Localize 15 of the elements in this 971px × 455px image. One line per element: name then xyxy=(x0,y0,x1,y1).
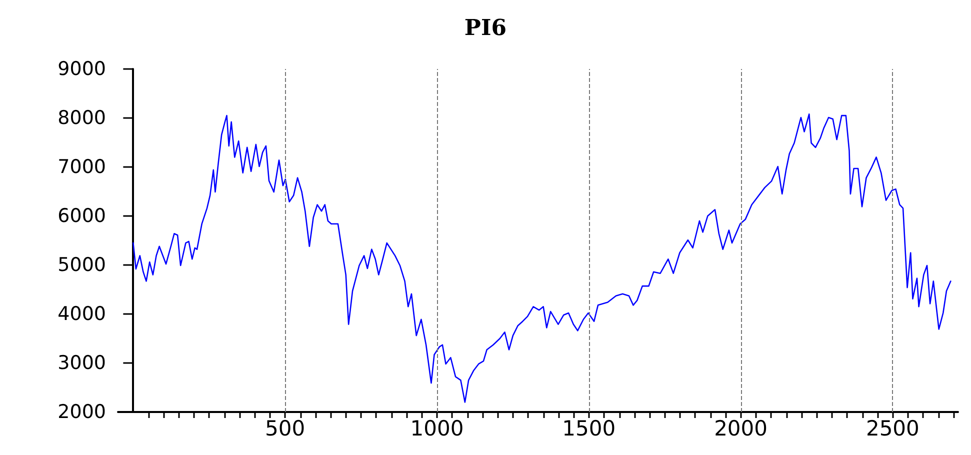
x-tick-label: 2500 xyxy=(866,416,920,440)
y-tick-label: 6000 xyxy=(58,205,106,227)
x-tick-label: 500 xyxy=(265,416,306,440)
y-tick-label: 5000 xyxy=(58,254,106,276)
y-tick-label: 9000 xyxy=(58,58,106,80)
y-tick-label: 3000 xyxy=(58,352,106,374)
y-tick-label: 2000 xyxy=(58,401,106,423)
x-tick-label: 2000 xyxy=(714,416,768,440)
y-tick-label: 4000 xyxy=(58,303,106,325)
x-tick-label: 1000 xyxy=(410,416,464,440)
y-tick-label: 7000 xyxy=(58,156,106,178)
y-tick-label: 8000 xyxy=(58,107,106,129)
chart-title: PI6 xyxy=(464,15,507,41)
line-series xyxy=(132,113,952,403)
x-tick-label: 1500 xyxy=(562,416,616,440)
